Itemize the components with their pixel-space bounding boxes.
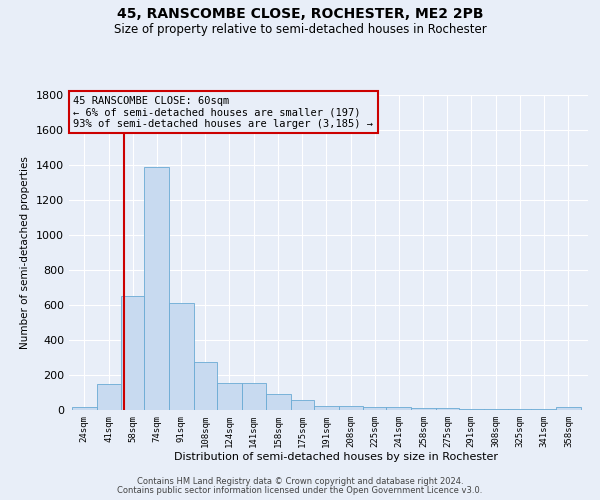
Text: Distribution of semi-detached houses by size in Rochester: Distribution of semi-detached houses by … bbox=[174, 452, 498, 462]
Bar bbox=[314, 406, 338, 410]
Bar bbox=[169, 303, 194, 410]
Bar bbox=[411, 408, 436, 410]
Bar bbox=[363, 407, 386, 410]
Bar bbox=[338, 406, 363, 410]
Bar bbox=[266, 394, 291, 410]
Bar bbox=[386, 408, 411, 410]
Bar bbox=[484, 408, 508, 410]
Text: 45, RANSCOMBE CLOSE, ROCHESTER, ME2 2PB: 45, RANSCOMBE CLOSE, ROCHESTER, ME2 2PB bbox=[117, 8, 483, 22]
Bar bbox=[459, 408, 484, 410]
Bar bbox=[145, 167, 169, 410]
Bar bbox=[291, 400, 314, 410]
Text: Size of property relative to semi-detached houses in Rochester: Size of property relative to semi-detach… bbox=[113, 22, 487, 36]
Y-axis label: Number of semi-detached properties: Number of semi-detached properties bbox=[20, 156, 31, 349]
Text: 45 RANSCOMBE CLOSE: 60sqm
← 6% of semi-detached houses are smaller (197)
93% of : 45 RANSCOMBE CLOSE: 60sqm ← 6% of semi-d… bbox=[73, 96, 373, 129]
Bar bbox=[556, 408, 581, 410]
Bar bbox=[121, 296, 145, 410]
Bar bbox=[242, 383, 266, 410]
Bar bbox=[194, 362, 217, 410]
Text: Contains public sector information licensed under the Open Government Licence v3: Contains public sector information licen… bbox=[118, 486, 482, 495]
Bar bbox=[436, 408, 459, 410]
Bar bbox=[217, 383, 242, 410]
Bar bbox=[532, 409, 556, 410]
Bar bbox=[508, 409, 532, 410]
Bar bbox=[72, 406, 97, 410]
Text: Contains HM Land Registry data © Crown copyright and database right 2024.: Contains HM Land Registry data © Crown c… bbox=[137, 477, 463, 486]
Bar bbox=[97, 384, 121, 410]
